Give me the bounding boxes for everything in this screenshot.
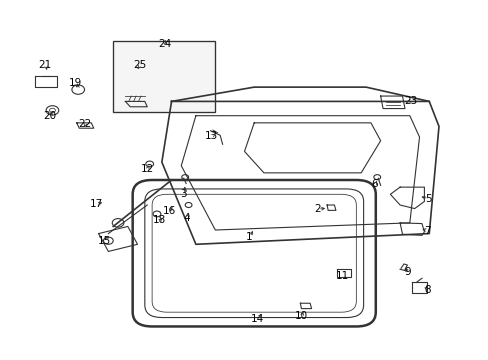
Text: 5: 5 <box>424 194 431 203</box>
Text: 13: 13 <box>204 131 218 141</box>
Text: 19: 19 <box>68 78 82 88</box>
Text: 21: 21 <box>39 60 52 70</box>
Text: 15: 15 <box>98 236 111 246</box>
Text: 20: 20 <box>43 111 57 121</box>
Text: 23: 23 <box>404 96 417 106</box>
Text: 17: 17 <box>90 199 103 209</box>
Text: 8: 8 <box>423 285 430 295</box>
Text: 11: 11 <box>335 271 348 281</box>
Text: 3: 3 <box>180 189 186 199</box>
Text: 25: 25 <box>133 60 146 70</box>
Text: 7: 7 <box>423 226 430 236</box>
Text: 1: 1 <box>245 232 252 242</box>
Text: 16: 16 <box>162 206 175 216</box>
Text: 4: 4 <box>183 213 190 223</box>
Text: 9: 9 <box>403 267 410 277</box>
Text: 22: 22 <box>78 118 91 129</box>
Text: 14: 14 <box>250 314 264 324</box>
Bar <box>113 41 215 112</box>
Text: 6: 6 <box>371 179 377 189</box>
Text: 10: 10 <box>294 311 307 321</box>
Text: 18: 18 <box>153 215 166 225</box>
Text: 12: 12 <box>141 163 154 174</box>
Text: 24: 24 <box>158 39 171 49</box>
Text: 2: 2 <box>313 204 320 214</box>
